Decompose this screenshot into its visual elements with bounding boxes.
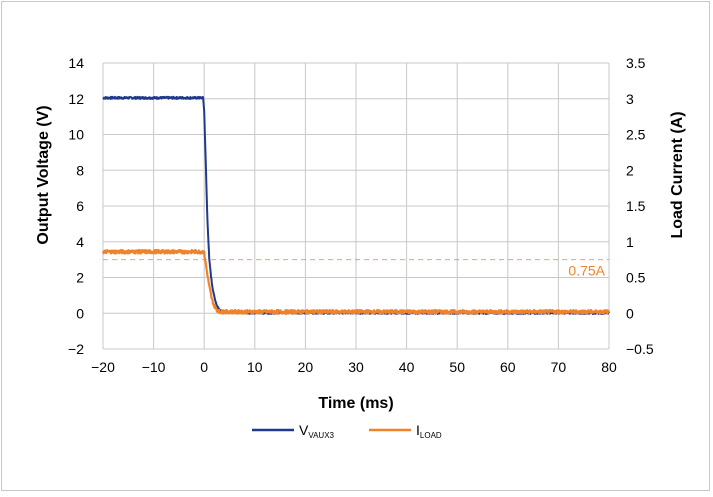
legend-label-vaux3: VVAUX3 bbox=[299, 422, 335, 440]
y2-tick-label: 2 bbox=[626, 162, 634, 178]
threshold-annotation: 0.75A bbox=[103, 259, 609, 279]
legend-label-iload: ILOAD bbox=[416, 422, 442, 440]
legend: VVAUX3 ILOAD bbox=[252, 422, 442, 440]
y2-tick-label: 0.5 bbox=[626, 270, 646, 286]
y2-tick-label: 3.5 bbox=[626, 55, 646, 71]
right-axis-ticks: −0.5 0 0.5 1 1.5 2 2.5 3 3.5 bbox=[626, 55, 654, 357]
y-tick-label: 14 bbox=[68, 55, 84, 71]
y-tick-label: 2 bbox=[76, 270, 84, 286]
x-tick-label: 60 bbox=[500, 359, 516, 375]
x-axis-ticks: −20 −10 0 10 20 30 40 50 60 70 80 bbox=[91, 359, 617, 375]
y-tick-label: 8 bbox=[76, 162, 84, 178]
y-tick-label: 12 bbox=[68, 91, 84, 107]
x-tick-label: 70 bbox=[551, 359, 567, 375]
x-tick-label: 20 bbox=[298, 359, 314, 375]
y-tick-label: 6 bbox=[76, 198, 84, 214]
y2-axis-label: Load Current (A) bbox=[669, 111, 686, 238]
threshold-label: 0.75A bbox=[568, 263, 605, 279]
x-tick-label: −20 bbox=[91, 359, 115, 375]
series-lines bbox=[101, 95, 610, 315]
left-axis-ticks: −2 0 2 4 6 8 10 12 14 bbox=[68, 55, 84, 357]
y2-tick-label: −0.5 bbox=[626, 341, 654, 357]
x-tick-label: 10 bbox=[247, 359, 263, 375]
x-axis-label: Time (ms) bbox=[318, 395, 393, 412]
x-tick-label: 0 bbox=[200, 359, 208, 375]
y-tick-label: 0 bbox=[76, 305, 84, 321]
y2-tick-label: 2.5 bbox=[626, 127, 646, 143]
y2-tick-label: 0 bbox=[626, 305, 634, 321]
y-tick-label: 4 bbox=[76, 234, 84, 250]
y-tick-label: −2 bbox=[68, 341, 84, 357]
y2-tick-label: 1 bbox=[626, 234, 634, 250]
gridlines bbox=[102, 62, 610, 350]
y-tick-label: 10 bbox=[68, 127, 84, 143]
x-tick-label: 30 bbox=[348, 359, 364, 375]
x-tick-label: 80 bbox=[601, 359, 617, 375]
y2-tick-label: 3 bbox=[626, 91, 634, 107]
y2-tick-label: 1.5 bbox=[626, 198, 646, 214]
y-axis-label: Output Voltage (V) bbox=[35, 105, 52, 244]
x-tick-label: −10 bbox=[142, 359, 166, 375]
series-line-iload bbox=[101, 248, 610, 315]
x-tick-label: 50 bbox=[449, 359, 465, 375]
x-tick-label: 40 bbox=[399, 359, 415, 375]
